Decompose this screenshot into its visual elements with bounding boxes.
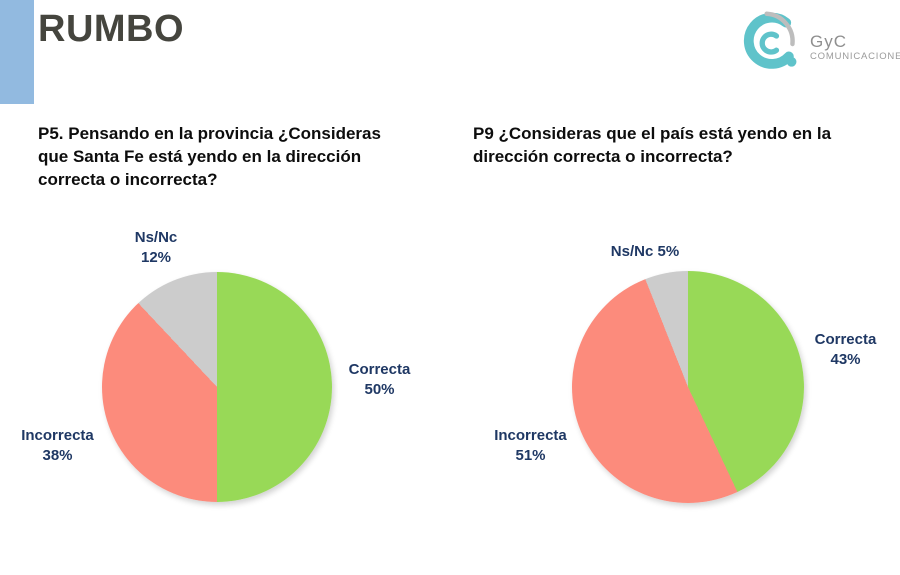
- slice-percent: 5%: [657, 243, 680, 260]
- slice-label-nsnc: Ns/Nc 5%: [585, 242, 705, 262]
- slice-label-correcta: Correcta 43%: [793, 330, 898, 370]
- pie-pais: [572, 271, 804, 503]
- logo-subtitle: COMUNICACIONES: [810, 50, 900, 62]
- slice-percent: 43%: [830, 351, 861, 368]
- chart-question-p9: P9 ¿Consideras que el país está yendo en…: [473, 124, 832, 166]
- pie-provincia: [102, 272, 332, 502]
- slice-percent: 51%: [515, 447, 546, 464]
- logo-text: GyC COMUNICACIONES: [810, 32, 900, 63]
- slice-label-nsnc: Ns/Nc 12%: [96, 228, 216, 268]
- gyc-logo: GyC COMUNICACIONES: [740, 8, 900, 80]
- gyc-logo-icon: [743, 11, 797, 69]
- slice-label-correcta: Correcta 50%: [327, 360, 432, 400]
- slice-name: Ns/Nc: [610, 243, 654, 260]
- slice-label-incorrecta: Incorrecta 51%: [473, 426, 588, 466]
- slice-percent: 38%: [42, 447, 73, 464]
- logo-name: GyC: [810, 31, 847, 51]
- slice-percent: 50%: [364, 381, 395, 398]
- slice-name: Correcta: [348, 361, 411, 378]
- slice-percent: 12%: [140, 249, 172, 266]
- slice-name: Ns/Nc: [134, 229, 178, 246]
- slice-label-incorrecta: Incorrecta 38%: [0, 426, 115, 466]
- chart-question-p5: P5. Pensando en la provincia ¿Consideras…: [38, 124, 381, 189]
- accent-bar: [0, 0, 34, 104]
- slice-name: Correcta: [814, 331, 877, 348]
- page-title: RUMBO: [38, 8, 185, 50]
- slice-name: Incorrecta: [494, 427, 567, 444]
- slice-name: Incorrecta: [21, 427, 94, 444]
